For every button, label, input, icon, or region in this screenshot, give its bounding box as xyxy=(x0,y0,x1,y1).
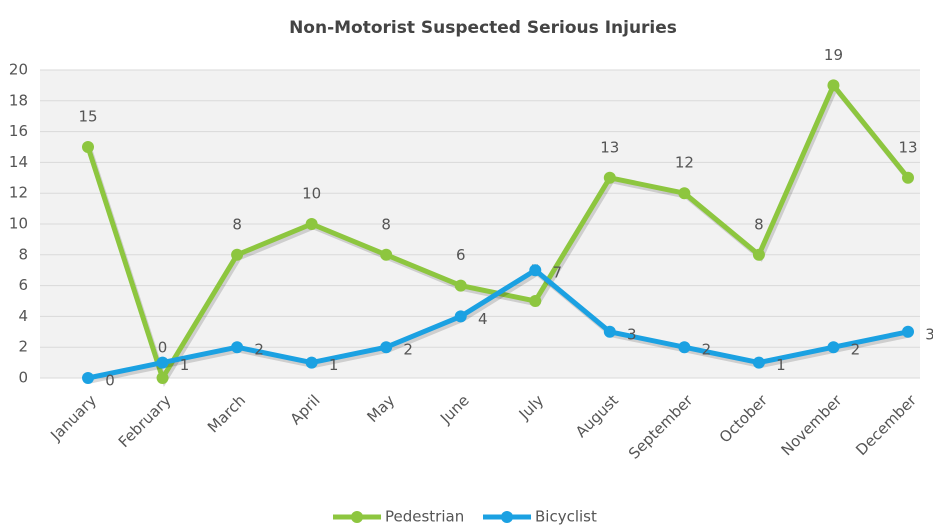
point xyxy=(827,79,840,92)
point xyxy=(82,372,94,384)
data-label: 12 xyxy=(675,154,694,172)
data-label: 15 xyxy=(78,108,97,126)
chart-title: Non-Motorist Suspected Serious Injuries xyxy=(289,18,677,38)
point xyxy=(231,341,244,354)
y-tick-label: 4 xyxy=(18,307,28,325)
point xyxy=(529,264,542,277)
data-label: 8 xyxy=(232,215,242,233)
x-tick-label: June xyxy=(436,391,473,428)
point xyxy=(82,141,94,153)
y-tick-label: 8 xyxy=(18,245,28,263)
data-label: 7 xyxy=(552,264,562,282)
point xyxy=(902,171,914,184)
x-tick-label: April xyxy=(287,391,324,428)
data-label: 10 xyxy=(302,185,321,203)
legend-label: Bicyclist xyxy=(535,508,597,526)
data-label: 6 xyxy=(456,246,466,264)
data-label: 2 xyxy=(851,341,861,359)
x-tick-label: November xyxy=(778,391,846,459)
line-shadow xyxy=(89,270,911,384)
point xyxy=(529,295,542,307)
point xyxy=(380,341,393,354)
y-tick-label: 0 xyxy=(18,369,28,387)
line-shadow xyxy=(87,83,912,387)
point xyxy=(678,187,691,200)
data-label: 1 xyxy=(776,356,786,374)
x-tick-label: March xyxy=(204,391,249,436)
series-line xyxy=(87,267,909,381)
data-label: 8 xyxy=(754,215,764,233)
y-tick-label: 16 xyxy=(9,122,28,140)
y-tick-label: 10 xyxy=(9,215,28,233)
x-tick-label: December xyxy=(852,391,920,459)
point xyxy=(827,341,840,354)
y-tick-label: 14 xyxy=(9,153,28,171)
x-tick-label: January xyxy=(46,391,100,445)
point xyxy=(454,310,467,323)
data-label: 4 xyxy=(478,310,488,328)
point xyxy=(752,356,765,369)
point xyxy=(752,248,765,261)
point xyxy=(678,341,691,354)
point xyxy=(305,218,318,230)
data-label: 1 xyxy=(180,356,190,374)
data-label: 3 xyxy=(627,325,637,343)
legend-marker xyxy=(501,511,513,523)
point xyxy=(305,356,318,369)
point xyxy=(231,248,244,261)
x-tick-label: February xyxy=(115,391,175,451)
point xyxy=(902,325,914,338)
point xyxy=(454,279,467,292)
point xyxy=(603,171,616,184)
x-tick-label: October xyxy=(716,391,772,447)
point xyxy=(603,325,616,338)
x-tick-label: August xyxy=(572,391,622,441)
point xyxy=(380,248,393,261)
data-label: 3 xyxy=(925,325,933,343)
data-label: 19 xyxy=(824,46,843,64)
y-tick-label: 12 xyxy=(9,184,28,202)
y-tick-label: 20 xyxy=(9,61,28,79)
point xyxy=(156,356,169,369)
x-tick-label: September xyxy=(625,391,697,463)
data-label: 2 xyxy=(403,341,413,359)
data-label: 2 xyxy=(702,341,712,359)
data-label: 2 xyxy=(254,341,264,359)
x-tick-label: July xyxy=(515,391,548,424)
data-label: 0 xyxy=(158,339,168,357)
data-label: 13 xyxy=(600,138,619,156)
y-tick-label: 6 xyxy=(18,276,28,294)
data-label: 1 xyxy=(329,356,339,374)
data-label: 8 xyxy=(381,215,391,233)
point xyxy=(156,372,169,384)
y-tick-label: 18 xyxy=(9,91,28,109)
y-tick-label: 2 xyxy=(18,338,28,356)
data-label: 13 xyxy=(898,138,917,156)
legend-label: Pedestrian xyxy=(385,508,464,526)
x-tick-label: May xyxy=(364,391,399,426)
data-label: 0 xyxy=(105,372,115,390)
legend-marker xyxy=(351,511,363,523)
